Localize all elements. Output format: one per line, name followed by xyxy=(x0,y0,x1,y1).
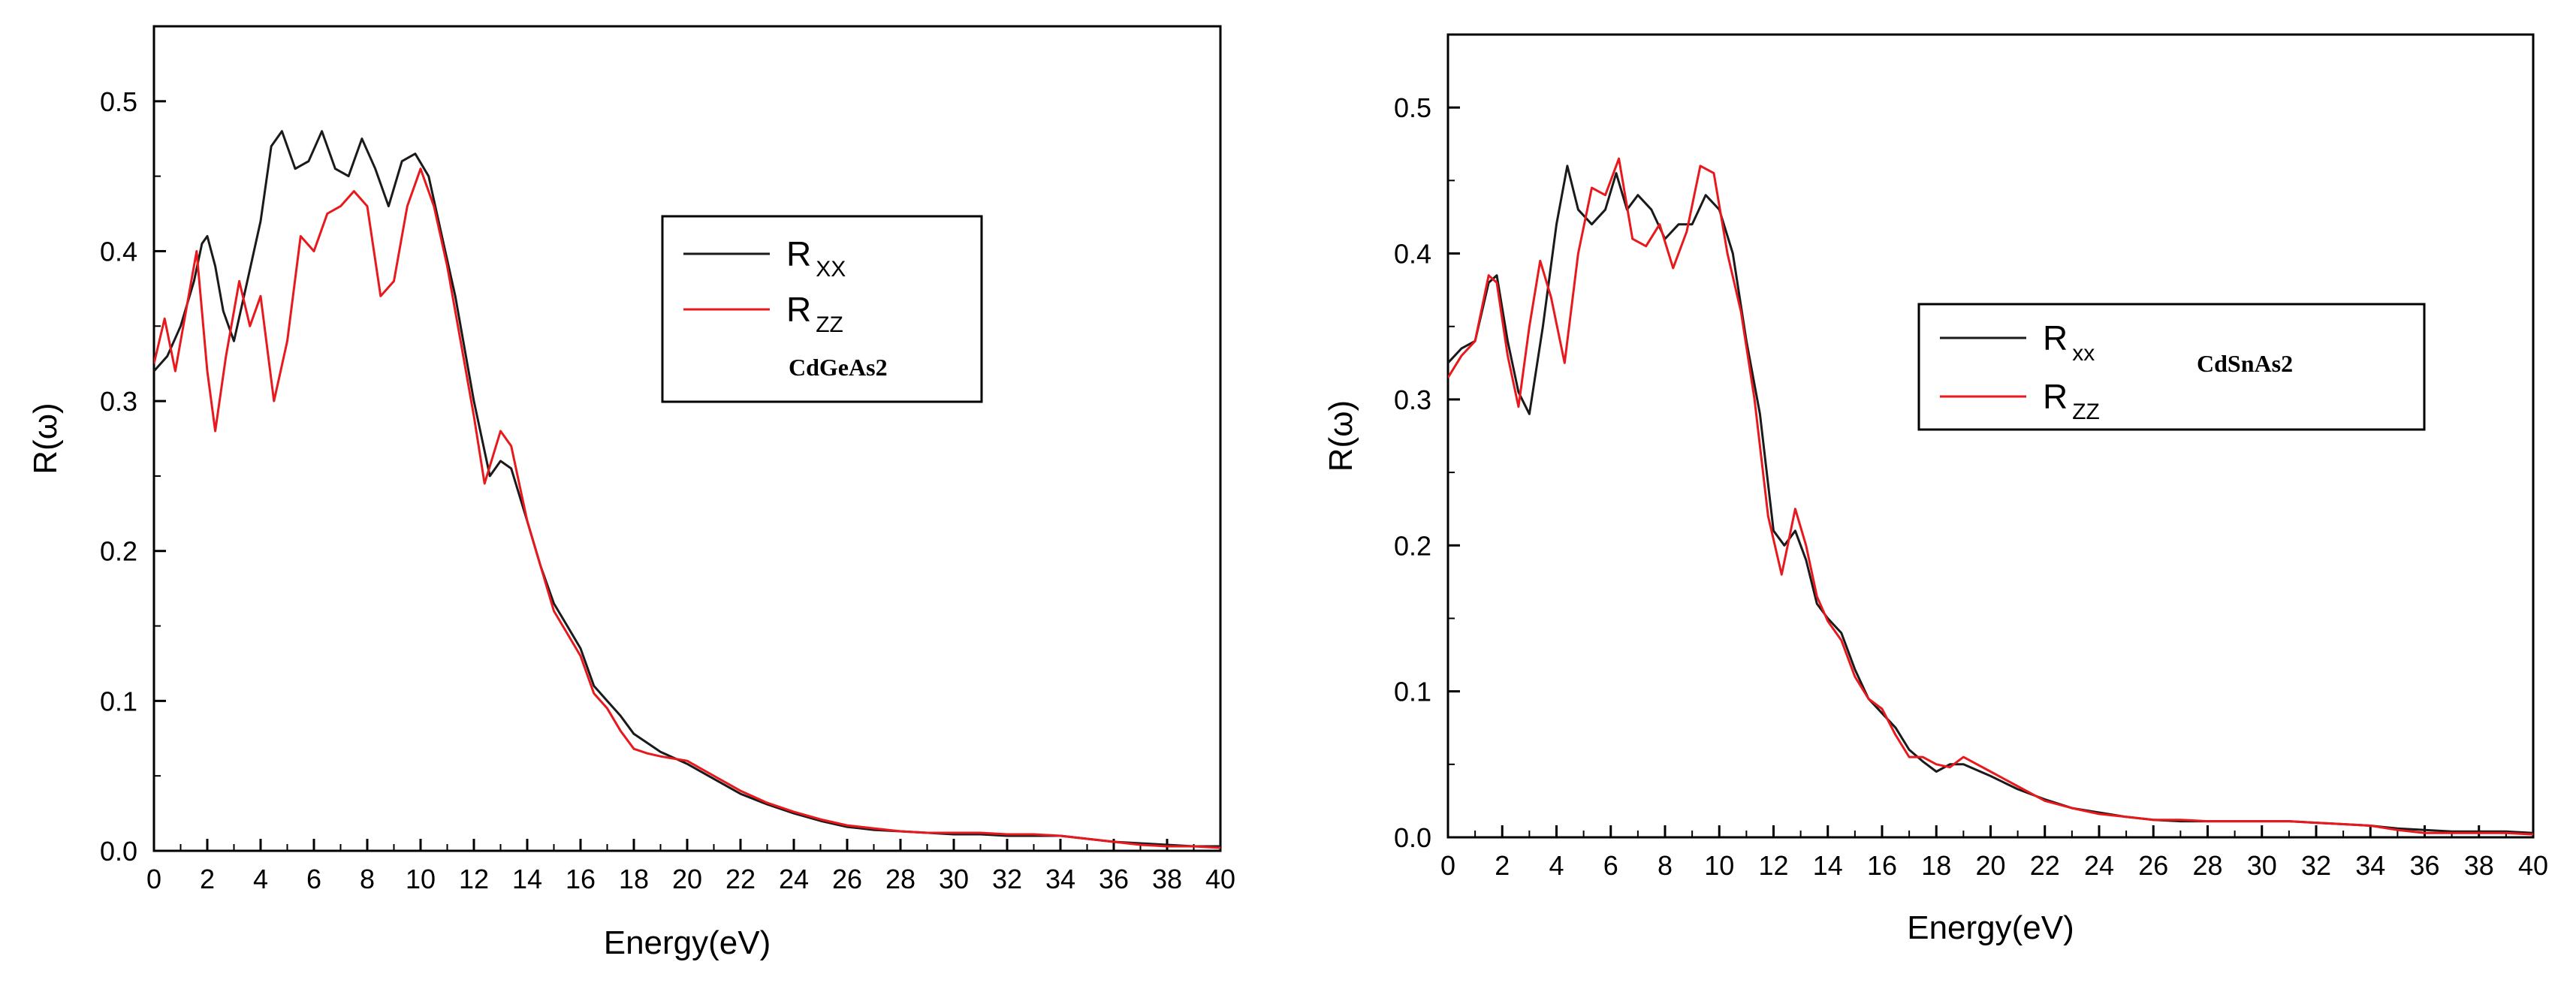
x-tick-label: 22 xyxy=(725,864,756,894)
x-tick-label: 20 xyxy=(672,864,702,894)
x-axis-title: Energy(eV) xyxy=(1907,909,2074,946)
y-tick-label: 0.1 xyxy=(1394,677,1431,707)
y-tick-label: 0.1 xyxy=(100,686,137,716)
x-tick-label: 0 xyxy=(146,864,161,894)
legend-label: R ZZ xyxy=(2043,377,2100,424)
x-tick-label: 30 xyxy=(939,864,969,894)
y-axis-title: R(ω) xyxy=(1323,400,1359,472)
y-tick-label: 0.2 xyxy=(1394,530,1431,561)
series-line-r-zz xyxy=(1448,157,2533,836)
series-line-r-zz xyxy=(154,167,1220,849)
plot-frame xyxy=(1446,33,2535,839)
x-tick-label: 4 xyxy=(1549,850,1564,881)
x-tick-label: 14 xyxy=(512,864,542,894)
y-tick-label: 0.3 xyxy=(1394,384,1431,415)
legend-annotation: CdSnAs2 xyxy=(2197,350,2293,377)
x-tick-label: 6 xyxy=(306,864,321,894)
y-tick-label: 0.4 xyxy=(1394,239,1431,270)
series-line-r-xx xyxy=(1448,164,2533,834)
y-tick-label: 0.0 xyxy=(100,836,137,867)
legend-label: R XX xyxy=(786,234,846,282)
x-tick-label: 6 xyxy=(1603,850,1618,881)
x-tick-label: 26 xyxy=(2138,850,2168,881)
x-tick-label: 28 xyxy=(2192,850,2222,881)
x-tick-label: 34 xyxy=(2355,850,2385,881)
x-tick-label: 34 xyxy=(1045,864,1075,894)
x-tick-label: 40 xyxy=(1205,864,1235,894)
x-tick-label: 40 xyxy=(2518,850,2548,881)
x-tick-label: 20 xyxy=(1975,850,2005,881)
x-tick-label: 16 xyxy=(1867,850,1897,881)
x-tick-label: 36 xyxy=(1099,864,1129,894)
x-tick-label: 22 xyxy=(2030,850,2060,881)
legend-annotation: CdGeAs2 xyxy=(789,354,888,381)
x-axis-title: Energy(eV) xyxy=(604,924,771,961)
x-tick-label: 38 xyxy=(1152,864,1182,894)
x-tick-label: 2 xyxy=(1495,850,1510,881)
x-tick-label: 36 xyxy=(2409,850,2439,881)
y-axis-title: R(ω) xyxy=(27,403,64,474)
x-tick-label: 12 xyxy=(1758,850,1788,881)
x-tick-label: 12 xyxy=(459,864,489,894)
x-tick-label: 0 xyxy=(1440,850,1455,881)
y-tick-label: 0.0 xyxy=(1394,822,1431,853)
legend: R XX R ZZ CdGeAs2 xyxy=(661,215,983,403)
x-tick-label: 24 xyxy=(2084,850,2114,881)
x-tick-label: 28 xyxy=(885,864,915,894)
x-tick-label: 24 xyxy=(779,864,809,894)
x-tick-label: 18 xyxy=(619,864,649,894)
x-tick-label: 8 xyxy=(360,864,375,894)
y-tick-label: 0.5 xyxy=(100,86,137,117)
y-tick-label: 0.5 xyxy=(1394,92,1431,123)
x-tick-label: 10 xyxy=(1704,850,1734,881)
x-tick-label: 26 xyxy=(832,864,862,894)
legend-label: R ZZ xyxy=(786,290,843,337)
chart-panel-2: 0 2 4 6 8 10 12 14 16 18 20 22 24 26 28 30 32 34 36 38 400.0… xyxy=(1323,33,2548,946)
x-tick-label: 2 xyxy=(200,864,215,894)
y-tick-label: 0.2 xyxy=(100,536,137,567)
chart-panel-1: 0 2 4 6 8 10 12 14 16 18 20 22 24 26 28 30 32 34 36 38 400.0… xyxy=(27,25,1235,961)
x-tick-label: 8 xyxy=(1658,850,1673,881)
x-tick-label: 32 xyxy=(2301,850,2331,881)
y-tick-label: 0.3 xyxy=(100,386,137,417)
x-tick-label: 38 xyxy=(2464,850,2494,881)
x-tick-label: 18 xyxy=(1921,850,1951,881)
x-tick-label: 32 xyxy=(992,864,1022,894)
x-tick-label: 10 xyxy=(406,864,436,894)
y-tick-label: 0.4 xyxy=(100,236,137,267)
x-tick-label: 16 xyxy=(566,864,596,894)
legend-box xyxy=(1917,303,2426,431)
x-tick-label: 14 xyxy=(1813,850,1843,881)
x-tick-label: 4 xyxy=(253,864,268,894)
x-tick-label: 30 xyxy=(2247,850,2277,881)
